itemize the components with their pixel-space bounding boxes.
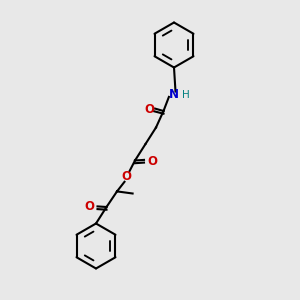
Text: H: H xyxy=(182,90,190,100)
Text: O: O xyxy=(84,200,94,213)
Text: N: N xyxy=(169,88,179,101)
Text: O: O xyxy=(144,103,154,116)
Text: O: O xyxy=(121,170,131,183)
Text: O: O xyxy=(147,155,158,168)
